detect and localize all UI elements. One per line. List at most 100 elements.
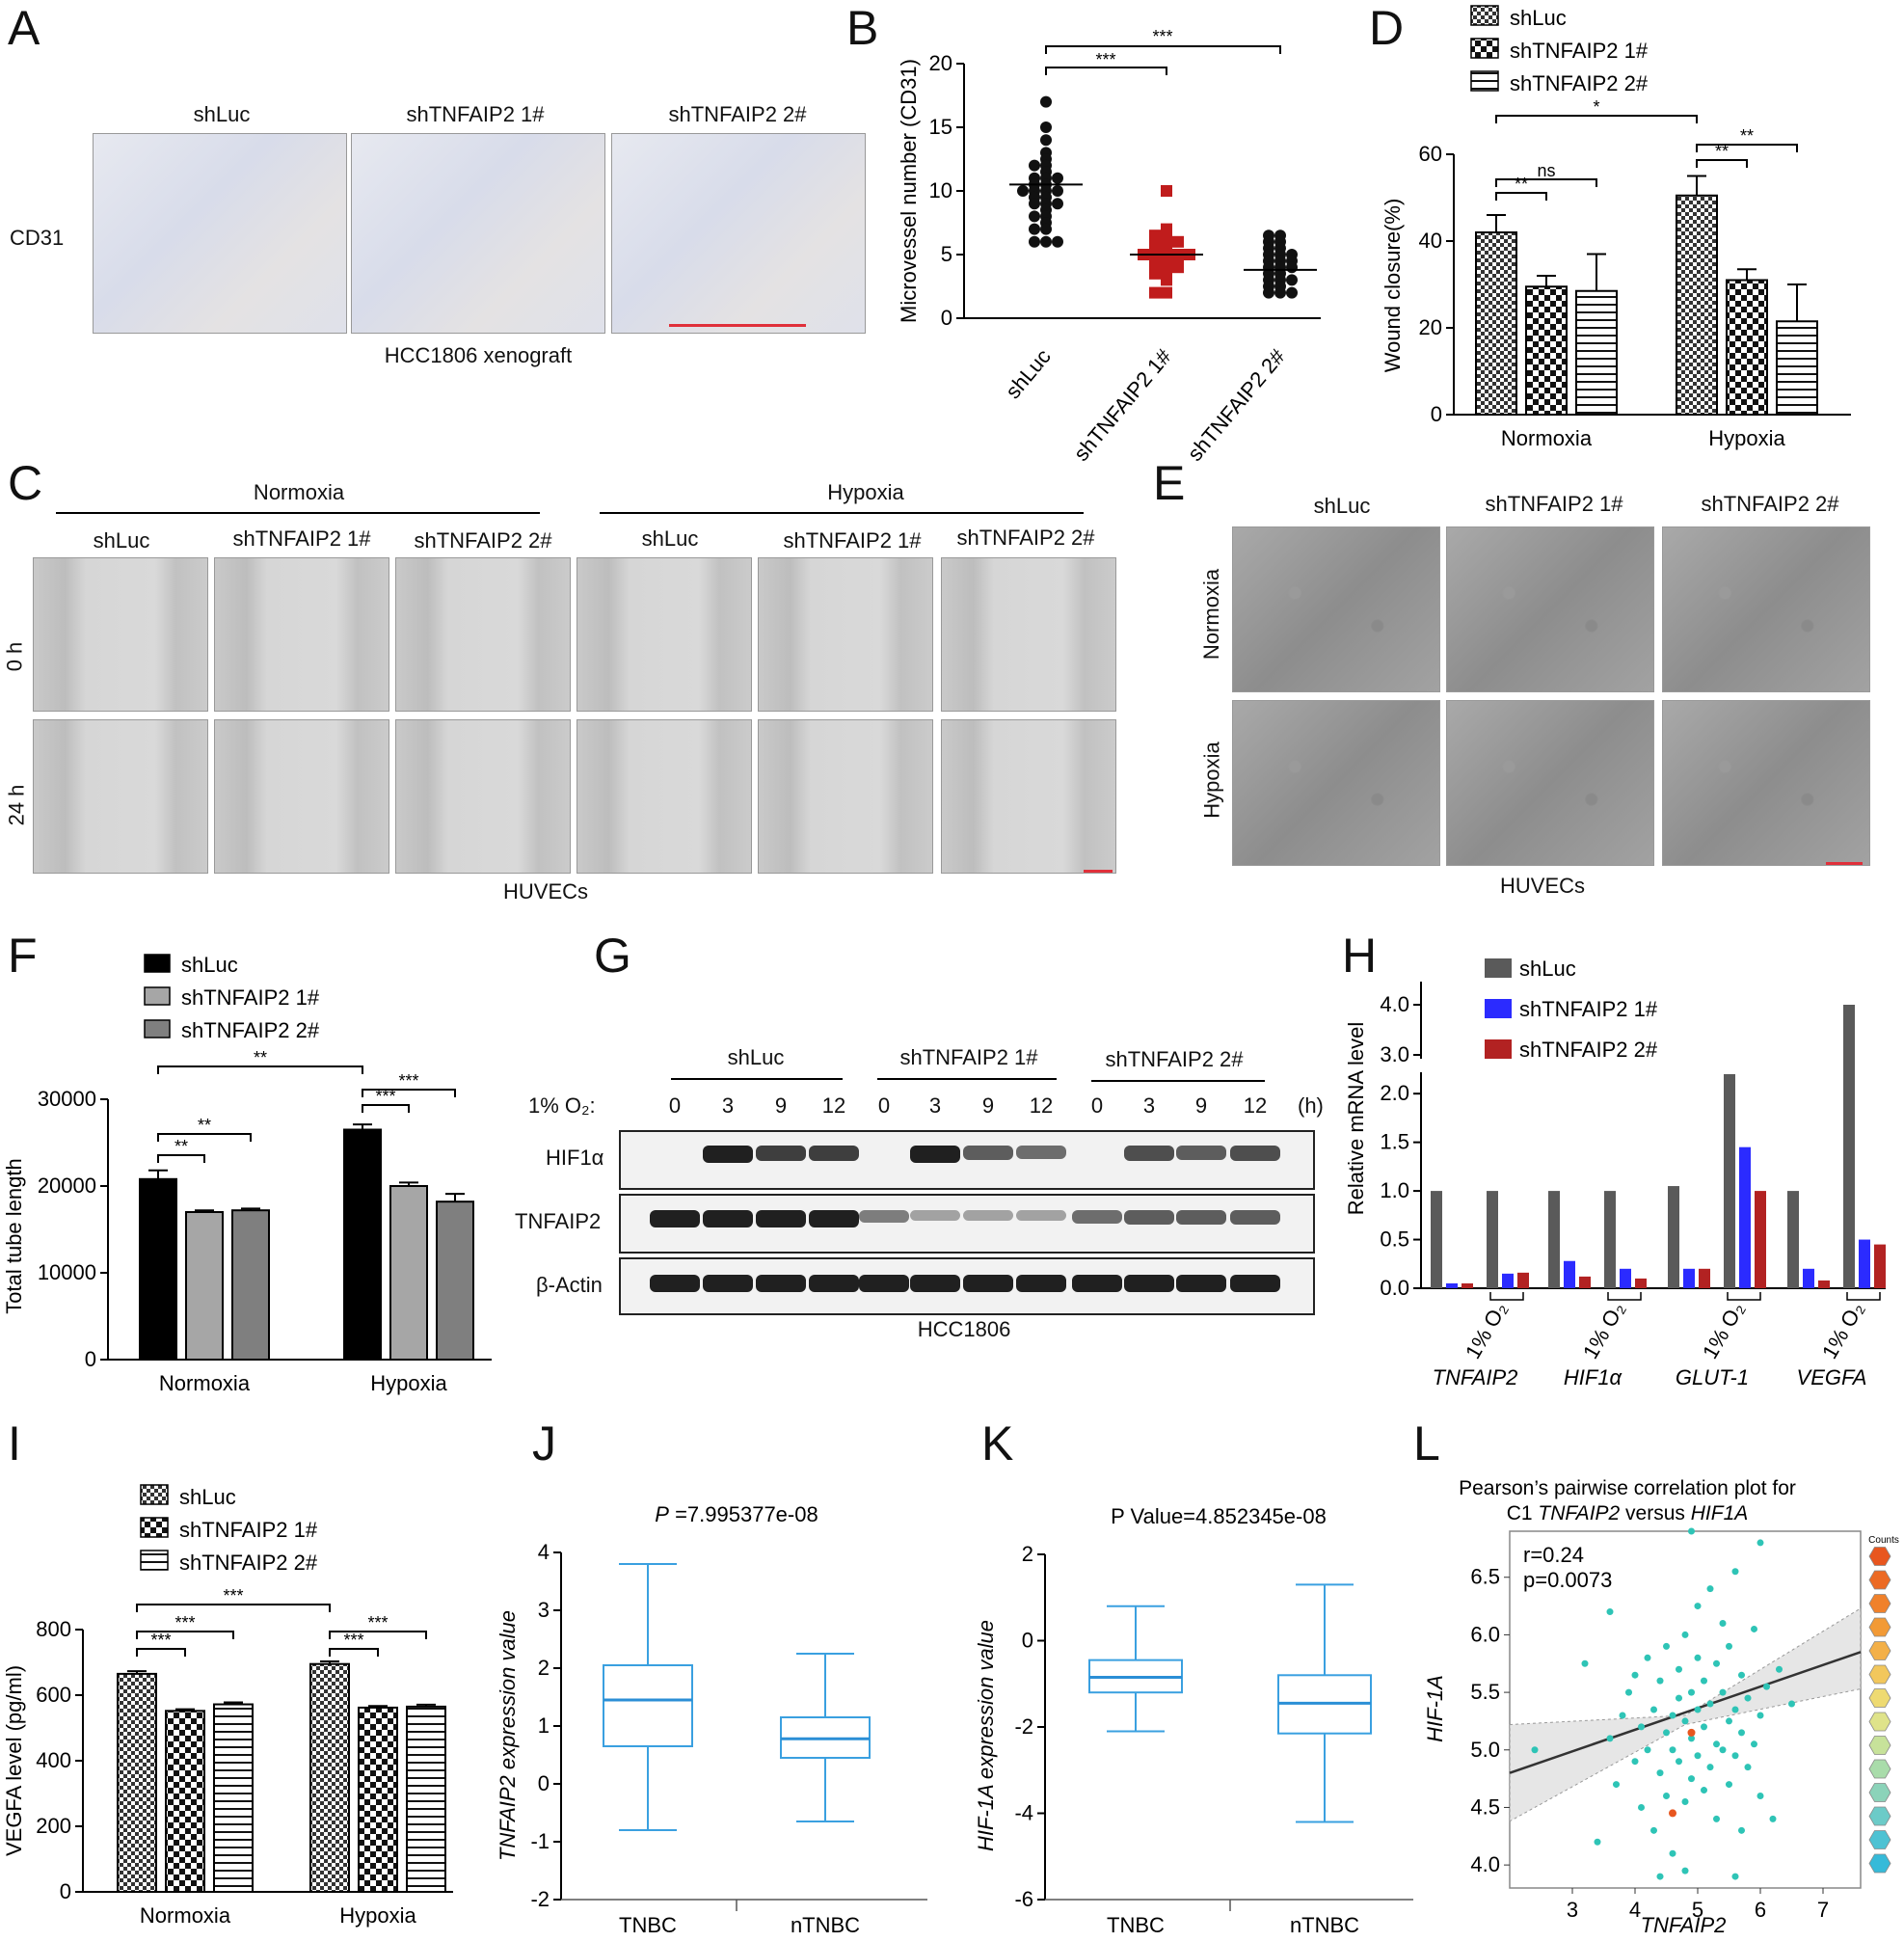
legend-swatch — [1470, 5, 1499, 26]
data-point — [1149, 235, 1161, 248]
legend-label: shTNFAIP2 1# — [179, 1518, 318, 1542]
y-axis-label: Total tube length — [2, 1158, 26, 1313]
panel-g-group-label: shTNFAIP2 1# — [899, 1045, 1038, 1069]
data-point — [1706, 1764, 1714, 1771]
bar — [231, 1209, 270, 1361]
legend-hexbin — [1868, 1570, 1891, 1590]
data-point — [1726, 1717, 1732, 1725]
bar — [1683, 1268, 1695, 1288]
data-point — [1029, 159, 1040, 172]
bar — [343, 1128, 382, 1361]
data-point — [1531, 1746, 1539, 1754]
y-tick-label: 30000 — [38, 1087, 96, 1111]
bar — [1787, 1191, 1799, 1288]
y-tick-label: -6 — [1014, 1887, 1033, 1911]
legend-hexbin — [1868, 1783, 1891, 1802]
legend-label: shTNFAIP2 1# — [1510, 39, 1649, 63]
y-tick-label: 15 — [929, 115, 952, 139]
condition-label: 1% O₂ — [1461, 1298, 1512, 1363]
chart-title: Pearson’s pairwise correlation plot for — [1459, 1477, 1796, 1499]
panel-c-col-label: shTNFAIP2 2# — [956, 526, 1095, 550]
blot-band — [1016, 1275, 1066, 1292]
bar — [1475, 231, 1517, 416]
group-line — [1091, 1080, 1265, 1082]
bar — [1579, 1276, 1591, 1288]
gene-label: TNFAIP2 — [1433, 1365, 1518, 1389]
chart-title: P Value=4.852345e-08 — [1111, 1504, 1327, 1528]
x-tick-label: Normoxia — [159, 1371, 251, 1395]
panel-e-col-label: shLuc — [1313, 494, 1371, 518]
panel-c-col-label: shTNFAIP2 1# — [783, 528, 922, 553]
panel-a-col-label: shLuc — [193, 102, 251, 126]
legend-swatch — [1485, 958, 1512, 978]
blot-band — [910, 1146, 960, 1163]
blot-band — [703, 1210, 753, 1227]
panel-letter-a: A — [8, 1, 40, 55]
data-point — [1681, 1631, 1689, 1638]
y-axis-label: HIF-1A — [1423, 1675, 1447, 1742]
panel-letter-f: F — [8, 929, 38, 983]
group-line — [56, 512, 540, 514]
significance-label: *** — [174, 1613, 195, 1632]
data-point — [1757, 1712, 1764, 1719]
scale-bar — [1826, 862, 1863, 865]
condition-label: 1% O₂ — [1698, 1298, 1749, 1363]
panel-g-group-label: shLuc — [727, 1045, 785, 1069]
panel-c-col-label: shLuc — [641, 526, 699, 551]
panel-a-col-label: shTNFAIP2 1# — [406, 102, 545, 126]
significance-bracket — [1045, 67, 1167, 75]
gene-label: HIF1α — [1564, 1365, 1623, 1389]
bar — [185, 1211, 224, 1361]
panel-e-caption: HUVECs — [1499, 874, 1586, 898]
box — [603, 1664, 693, 1747]
significance-bracket — [136, 1631, 234, 1639]
panel-letter-e: E — [1153, 456, 1186, 510]
data-point — [1738, 1826, 1745, 1834]
bar — [165, 1710, 205, 1893]
data-point — [1751, 1740, 1757, 1748]
data-point — [1694, 1752, 1702, 1760]
gene-label: GLUT-1 — [1676, 1365, 1749, 1389]
bar — [1502, 1273, 1514, 1288]
bar — [1575, 289, 1618, 416]
bar — [1431, 1191, 1442, 1288]
panel-letter-h: H — [1342, 929, 1378, 983]
legend-hexbin — [1868, 1736, 1891, 1755]
chart-subtitle: C1 TNFAIP2 versus HIF1A — [1507, 1502, 1749, 1524]
legend-swatch — [140, 1484, 169, 1505]
y-tick-label: 4 — [538, 1540, 550, 1564]
bar — [139, 1177, 177, 1362]
data-point — [1701, 1677, 1707, 1685]
tube-image — [1662, 700, 1870, 866]
data-point — [1688, 1527, 1695, 1535]
data-point — [1619, 1712, 1626, 1719]
data-point — [1731, 1706, 1739, 1713]
significance-bracket — [1696, 144, 1798, 152]
y-tick-label: 0 — [538, 1771, 550, 1795]
significance-label: *** — [375, 1087, 395, 1106]
panel-letter-g: G — [594, 929, 631, 983]
panel-e-col-label: shTNFAIP2 2# — [1701, 492, 1839, 516]
blot-band — [1124, 1146, 1174, 1161]
blot-band — [809, 1146, 859, 1162]
data-point — [1650, 1706, 1657, 1713]
bar — [1874, 1244, 1886, 1288]
y-tick-label: 0 — [1431, 402, 1442, 426]
data-point — [1669, 1712, 1676, 1719]
significance-bracket — [1495, 192, 1547, 201]
significance-bracket — [329, 1631, 427, 1639]
data-point — [1738, 1671, 1745, 1679]
tube-image — [1232, 700, 1440, 866]
data-point — [1719, 1688, 1727, 1696]
correlation-p: p=0.0073 — [1523, 1568, 1612, 1592]
y-tick-label: 0 — [941, 306, 952, 330]
data-point — [1669, 1809, 1676, 1818]
legend-swatch — [140, 1550, 169, 1571]
x-tick-label: shLuc — [1001, 344, 1056, 403]
blot-band — [963, 1210, 1013, 1222]
wound-image — [33, 557, 208, 712]
correlation-r: r=0.24 — [1523, 1543, 1584, 1567]
data-point — [1688, 1775, 1695, 1783]
significance-bracket — [1495, 115, 1698, 123]
